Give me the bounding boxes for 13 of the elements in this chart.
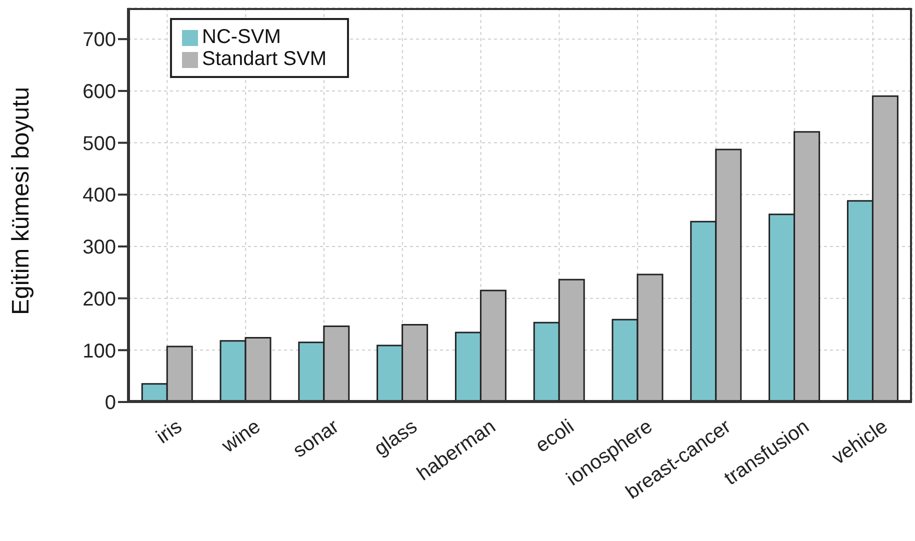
y-tick-label: 400 [82,184,116,207]
legend-label: Standart SVM [202,48,327,70]
x-tick-label: wine [217,416,264,458]
y-tick-label: 700 [82,29,116,52]
y-tick-label: 200 [82,288,116,310]
legend-label: NC-SVM [202,26,281,48]
y-tick-label: 500 [82,132,116,155]
y-tick-label: 300 [82,236,116,259]
y-axis-title: Egitim kümesi boyutu [8,86,35,315]
y-tick-label: 600 [82,81,116,104]
y-tick-label: 0 [104,392,116,414]
x-tick-label: iris [152,416,186,448]
y-tick-label: 100 [82,340,116,362]
